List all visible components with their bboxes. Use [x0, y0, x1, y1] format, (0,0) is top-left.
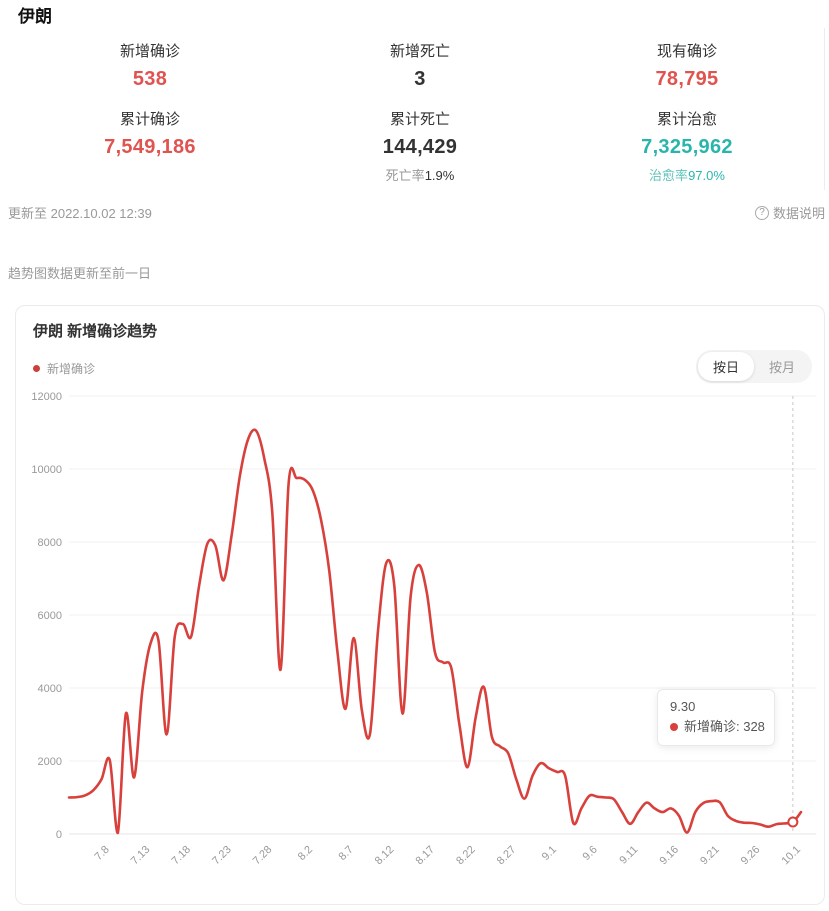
update-time: 更新至 2022.10.02 12:39: [8, 206, 152, 221]
legend-dot-icon: [33, 365, 40, 372]
x-axis-tick-label: 10.1: [779, 844, 803, 868]
rate-label: 治愈率: [649, 168, 689, 183]
rate-value: 97.0%: [688, 168, 725, 183]
x-axis-tick-label: 8.22: [454, 844, 478, 868]
y-axis-tick-label: 4000: [38, 683, 62, 695]
stat-label: 现有确诊: [656, 43, 717, 60]
stat-active-cases: 现有确诊 78,795: [567, 40, 807, 91]
trend-note: 趋势图数据更新至前一日: [8, 266, 152, 281]
stat-new-confirmed: 新增确诊 538: [30, 40, 270, 91]
data-note-label: 数据说明: [772, 206, 825, 221]
y-axis-tick-label: 6000: [38, 610, 62, 622]
tooltip-date: 9.30: [670, 699, 696, 714]
chart-tooltip: 9.30 新增确诊: 328: [657, 689, 775, 747]
y-axis-tick-label: 0: [56, 829, 62, 841]
x-axis-tick-label: 8.12: [373, 844, 397, 868]
period-toggle: 按日 按月: [695, 350, 812, 383]
chart-title: 伊朗 新增确诊趋势: [33, 323, 158, 340]
y-axis-tick-label: 12000: [31, 391, 62, 403]
rate-label: 死亡率: [385, 168, 425, 183]
trend-line-new-confirmed: [67, 428, 803, 835]
x-axis-tick-label: 8.17: [413, 844, 437, 868]
stat-new-deaths: 新增死亡 3: [300, 40, 540, 91]
y-axis-tick-label: 10000: [31, 464, 62, 476]
x-axis-tick-label: 7.13: [129, 844, 153, 868]
trend-chart[interactable]: 0 2000 4000 6000 8000 10000 12000 7.8 7.13 7.18 7.…: [16, 306, 826, 906]
tooltip-series-value: 新增确诊: 328: [684, 719, 765, 735]
stat-label: 累计死亡: [389, 111, 450, 128]
legend-item-new-confirmed[interactable]: 新增确诊: [33, 360, 95, 377]
rate-value: 1.9%: [424, 168, 455, 183]
x-axis-tick-label: 9.11: [617, 844, 640, 867]
x-axis-tick-label: 7.28: [251, 844, 275, 868]
x-axis-tick-label: 8.7: [337, 844, 356, 863]
stat-value: 7,325,962: [641, 136, 733, 158]
stat-value: 538: [132, 68, 168, 90]
tab-by-month[interactable]: 按月: [768, 360, 795, 375]
question-circle-icon: ?: [754, 205, 769, 220]
stat-value: 144,429: [382, 136, 458, 158]
stat-value: 78,795: [655, 68, 719, 90]
stat-value: 7,549,186: [104, 136, 196, 158]
stat-total-confirmed: 累计确诊 7,549,186: [30, 108, 270, 159]
x-axis-tick-label: 9.16: [657, 844, 681, 868]
x-axis-tick-label: 7.23: [210, 844, 234, 868]
x-axis-tick-label: 9.26: [739, 844, 763, 868]
x-axis-tick-label: 7.8: [93, 844, 112, 863]
stat-label: 累计确诊: [119, 111, 180, 128]
page-title: 伊朗: [18, 7, 52, 26]
stat-death-rate: 死亡率1.9%: [300, 165, 540, 184]
x-axis-tick-label: 9.21: [698, 844, 722, 868]
x-axis-tick-label: 9.1: [540, 844, 559, 863]
x-axis-tick-label: 7.18: [169, 844, 193, 868]
panel-edge-divider: [824, 28, 825, 190]
stat-cure-rate: 治愈率97.0%: [567, 165, 807, 184]
tooltip-series-dot-icon: [670, 723, 678, 732]
highlighted-point-marker: [787, 816, 799, 828]
x-axis-tick-label: 8.2: [296, 844, 315, 863]
tab-by-day[interactable]: 按日: [697, 352, 754, 381]
stat-total-cured: 累计治愈 7,325,962 治愈率97.0%: [567, 108, 807, 184]
legend-label: 新增确诊: [47, 362, 96, 376]
trend-chart-card: 伊朗 新增确诊趋势 新增确诊 按日 按月 0 2000 4000 6000 8000 10…: [15, 305, 825, 905]
stat-value: 3: [414, 68, 426, 90]
stat-total-deaths: 累计死亡 144,429 死亡率1.9%: [300, 108, 540, 184]
stat-label: 累计治愈: [656, 111, 717, 128]
x-axis-tick-label: 8.27: [495, 844, 519, 868]
y-axis-tick-label: 2000: [38, 756, 62, 768]
chart-canvas[interactable]: 0 2000 4000 6000 8000 10000 12000 7.8 7.13 7.18 7.…: [16, 306, 826, 906]
x-axis-tick-label: 9.6: [581, 844, 600, 863]
y-axis-tick-label: 8000: [38, 537, 62, 549]
data-note-link[interactable]: ? 数据说明: [754, 203, 825, 222]
stat-label: 新增确诊: [119, 43, 180, 60]
stat-label: 新增死亡: [389, 43, 450, 60]
